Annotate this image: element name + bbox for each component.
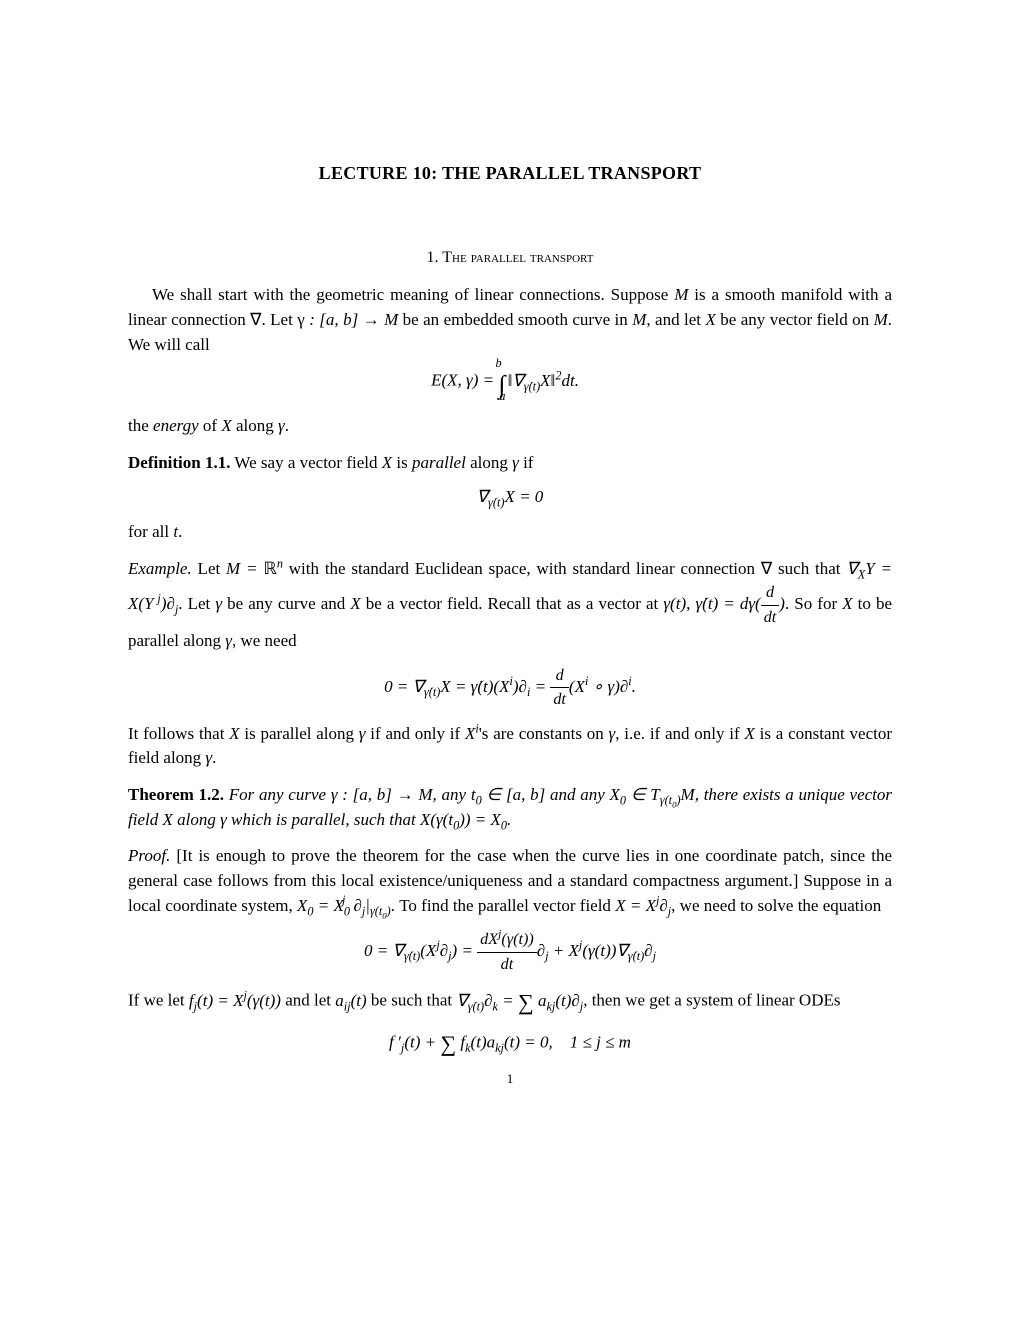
math-X: X bbox=[162, 810, 172, 829]
intro-paragraph: We shall start with the geometric meanin… bbox=[128, 283, 892, 357]
text: along bbox=[232, 416, 278, 435]
energy-term: energy bbox=[153, 416, 199, 435]
math-X: X = Xj∂j bbox=[615, 896, 671, 915]
text: , any bbox=[433, 785, 471, 804]
text: be any vector field on bbox=[716, 310, 874, 329]
text: Let bbox=[192, 559, 226, 578]
math-gdot: γ̇(t) = dγ(ddt) bbox=[695, 594, 785, 613]
proof-formula-2: f ′j(t) + ∑ fk(t)akj(t) = 0, 1 ≤ j ≤ m bbox=[128, 1028, 892, 1060]
section-number: 1. bbox=[427, 249, 439, 266]
math-gamma: γ bbox=[359, 724, 366, 743]
text: 's are constants on bbox=[479, 724, 609, 743]
math-t0: t0 ∈ [a, b] bbox=[471, 785, 545, 804]
text: if bbox=[519, 453, 534, 472]
math-fj: fj(t) = Xj(γ(t)) bbox=[189, 991, 281, 1010]
text: be a vector field. Recall that as a vect… bbox=[361, 594, 664, 613]
proof-label: Proof. bbox=[128, 846, 170, 865]
math-X: X bbox=[350, 594, 360, 613]
math-X0: X0 = X0j∂j|γ(t0) bbox=[297, 896, 391, 915]
definition-block: Definition 1.1. We say a vector field X … bbox=[128, 451, 892, 476]
math-X2: X bbox=[842, 594, 852, 613]
text: be any curve and bbox=[222, 594, 350, 613]
thm-body: For any curve γ : [a, b] → M, any t0 ∈ [… bbox=[128, 785, 892, 829]
page-number: 1 bbox=[128, 1070, 892, 1089]
text: is parallel along bbox=[240, 724, 359, 743]
proof-block: Proof. [It is enough to prove the theore… bbox=[128, 844, 892, 918]
text: the bbox=[128, 416, 153, 435]
text: be such that bbox=[367, 991, 457, 1010]
proof-2: If we let fj(t) = Xj(γ(t)) and let aij(t… bbox=[128, 986, 892, 1018]
text: be an embedded smooth curve in bbox=[398, 310, 632, 329]
text: We say a vector field bbox=[230, 453, 381, 472]
text: . bbox=[285, 416, 289, 435]
text: , then we get a system of linear ODEs bbox=[583, 991, 840, 1010]
example-end: It follows that X is parallel along γ if… bbox=[128, 722, 892, 771]
energy-label: the energy of X along γ. bbox=[128, 414, 892, 439]
energy-formula: E(X, γ) = ∫ab‖∇γ̇(t)X‖2dt. bbox=[128, 367, 892, 404]
def-end: for all t. bbox=[128, 520, 892, 545]
text: and any bbox=[545, 785, 609, 804]
math-aij: aij(t) bbox=[335, 991, 366, 1010]
section-header: 1. The parallel transport bbox=[128, 246, 892, 269]
text: . bbox=[212, 748, 216, 767]
text: . To find the parallel vector field bbox=[391, 896, 615, 915]
def-label: Definition 1.1. bbox=[128, 453, 230, 472]
math-gamma: γ bbox=[278, 416, 285, 435]
thm-label: Theorem 1.2. bbox=[128, 785, 224, 804]
math-X2: X bbox=[744, 724, 754, 743]
text: of bbox=[199, 416, 222, 435]
text: with the standard Euclidean space, with … bbox=[283, 559, 846, 578]
text: . So for bbox=[785, 594, 842, 613]
section-name: The parallel transport bbox=[442, 249, 593, 266]
text: . bbox=[178, 522, 182, 541]
text: , i.e. if and only if bbox=[615, 724, 744, 743]
theorem-block: Theorem 1.2. For any curve γ : [a, b] → … bbox=[128, 783, 892, 832]
text: , we need bbox=[232, 631, 297, 650]
math-X: X bbox=[221, 416, 231, 435]
example-formula: 0 = ∇γ̇(t)X = γ̇(t)(Xi)∂i = ddt(Xi ∘ γ)∂… bbox=[128, 664, 892, 712]
math-M2: M bbox=[632, 310, 646, 329]
text: We shall start with the geometric meanin… bbox=[152, 285, 674, 304]
math-X0: X0 ∈ Tγ(t0)M bbox=[610, 785, 695, 804]
text: which is parallel, such that bbox=[227, 810, 420, 829]
math-X: X bbox=[229, 724, 239, 743]
text: . Let bbox=[178, 594, 215, 613]
math-gamma2: γ bbox=[225, 631, 232, 650]
math-X: X bbox=[705, 310, 715, 329]
def-formula: ∇γ̇(t)X = 0 bbox=[128, 485, 892, 510]
text: If we let bbox=[128, 991, 189, 1010]
math-X: X bbox=[382, 453, 392, 472]
text: . bbox=[507, 810, 511, 829]
text: It follows that bbox=[128, 724, 229, 743]
text: is bbox=[392, 453, 412, 472]
math-Xi: Xi bbox=[465, 724, 479, 743]
math-gamma: γ bbox=[512, 453, 519, 472]
math-gammat: γ(t) bbox=[663, 594, 686, 613]
parallel-term: parallel bbox=[412, 453, 466, 472]
text: For any curve bbox=[224, 785, 331, 804]
math-gamma: γ : [a, b] → M bbox=[331, 785, 433, 804]
lecture-title: LECTURE 10: THE PARALLEL TRANSPORT bbox=[128, 160, 892, 186]
math-Xgamma: X(γ(t0)) = X0 bbox=[420, 810, 507, 829]
math-gamma2: γ bbox=[220, 810, 227, 829]
text: if and only if bbox=[366, 724, 465, 743]
text: , and let bbox=[646, 310, 705, 329]
math-M: M bbox=[674, 285, 688, 304]
text: , we need to solve the equation bbox=[671, 896, 881, 915]
text: and let bbox=[281, 991, 335, 1010]
math-M3: M bbox=[874, 310, 888, 329]
text: along bbox=[173, 810, 220, 829]
text: for all bbox=[128, 522, 173, 541]
math-gamma: γ : [a, b] → M bbox=[297, 310, 398, 329]
example-label: Example. bbox=[128, 559, 192, 578]
math-M: M = ℝn bbox=[226, 559, 283, 578]
example-block: Example. Let M = ℝn with the standard Eu… bbox=[128, 557, 892, 654]
proof-formula-1: 0 = ∇γ̇(t)(Xj∂j) = dXj(γ(t))dt∂j + Xj(γ(… bbox=[128, 928, 892, 976]
math-nabla: ∇γ̇(t)∂k = ∑ akj(t)∂j bbox=[456, 991, 583, 1010]
text: along bbox=[466, 453, 512, 472]
